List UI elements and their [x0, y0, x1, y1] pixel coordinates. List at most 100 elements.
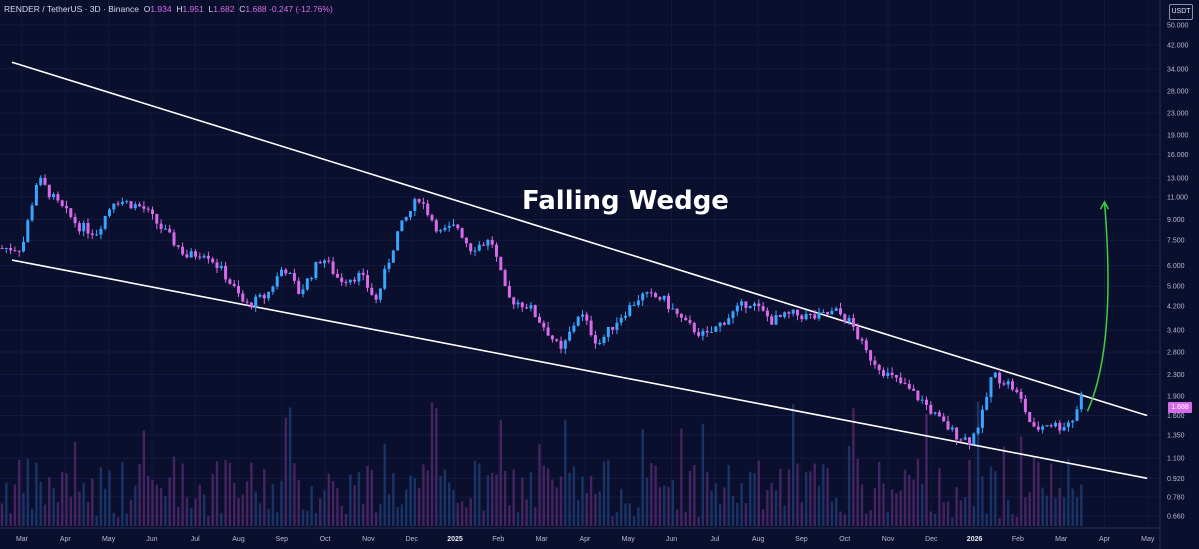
candle-body [47, 184, 51, 198]
symbol-title[interactable]: RENDER / TetherUS · 3D · Binance [4, 4, 139, 14]
y-tick-label: 34.000 [1167, 66, 1189, 73]
symbol-legend[interactable]: RENDER / TetherUS · 3D · Binance O1.934 … [4, 4, 333, 14]
candle-body [99, 228, 103, 235]
volume-bar [43, 504, 47, 526]
candle-body [894, 375, 898, 378]
volume-bar [112, 512, 115, 526]
candle-body [645, 292, 649, 294]
candle-body [245, 301, 249, 303]
volume-bar [895, 493, 898, 526]
y-tick-label: 1.600 [1167, 413, 1185, 420]
volume-bar [873, 488, 877, 526]
candle-body [34, 184, 38, 206]
volume-bar [353, 485, 356, 526]
volume-bar [374, 512, 378, 526]
candle-body [654, 293, 658, 298]
candle-body [331, 261, 335, 274]
projection-arrow-head [1099, 200, 1110, 210]
volume-bar [168, 477, 171, 526]
volume-bar [534, 507, 537, 526]
volume-bar [925, 413, 928, 526]
projection-arrow-line [1086, 202, 1109, 412]
volume-bar [826, 468, 829, 526]
candle-body [39, 177, 43, 185]
candle-body [839, 308, 842, 315]
candle-body [142, 206, 146, 209]
volume-bar [254, 491, 257, 526]
volume-bar [727, 464, 730, 526]
candle-body [787, 312, 791, 314]
volume-bar [147, 475, 150, 526]
volume-bar [1058, 487, 1061, 526]
x-axis[interactable]: Mar Apr May Jun Jul Aug Sep Oct Nov Dec 2025 Feb Mar… [16, 536, 1155, 543]
candle-body [9, 248, 13, 251]
volume-bar [529, 472, 533, 526]
candle-body [490, 239, 494, 245]
x-tick-label: Feb [492, 536, 504, 543]
candle-body [611, 326, 615, 330]
candle-body [26, 220, 30, 242]
x-tick-label: Aug [752, 536, 765, 543]
y-tick-label: 1.900 [1167, 394, 1185, 401]
volume-bar [521, 477, 524, 526]
volume-bar [349, 474, 352, 526]
y-tick-label: 13.000 [1167, 175, 1189, 182]
candle-body [469, 243, 473, 252]
candle-body [211, 258, 215, 263]
y-axis[interactable]: 50.000 42.000 34.000 28.000 23.000 19.000 16.0… [1167, 23, 1189, 521]
volume-bar [839, 511, 842, 526]
x-tick-label: Mar [1055, 536, 1068, 543]
volume-bar [611, 516, 614, 526]
candle-body [327, 260, 331, 262]
candle-body [357, 272, 361, 282]
volume-bar [964, 497, 967, 526]
volume-bar [104, 488, 107, 526]
volume-bar [215, 461, 219, 526]
candle-body [808, 313, 812, 315]
x-tick-label: Jul [191, 536, 200, 543]
currency-unit-button[interactable]: USDT [1169, 4, 1193, 20]
candle-body [301, 289, 305, 295]
volume-bar [323, 490, 326, 526]
volume-bar [865, 513, 868, 526]
volume-bar [804, 471, 808, 526]
candle-body [1032, 422, 1036, 427]
volume-bar [220, 512, 223, 526]
volume-bar [551, 479, 554, 526]
candle-body [1066, 422, 1070, 428]
trendline-upper[interactable] [11, 61, 1148, 417]
x-tick-label: Feb [1012, 536, 1024, 543]
candle-body [1049, 425, 1053, 427]
candle-body [219, 265, 223, 269]
volume-bar [245, 481, 249, 526]
volume-bar [69, 496, 72, 526]
volume-bar [78, 491, 81, 526]
candle-body [297, 280, 301, 295]
candle-body [1045, 425, 1049, 427]
volume-bar [761, 509, 765, 526]
candle-body [288, 273, 292, 275]
trendline-lower[interactable] [11, 259, 1148, 480]
volume-bar [276, 512, 279, 526]
candle-body [903, 383, 907, 385]
candle-body [727, 318, 731, 325]
candle-body [976, 427, 980, 434]
candles [0, 174, 1083, 450]
y-tick-label: 16.000 [1167, 152, 1189, 159]
volume-bar [383, 443, 386, 526]
volume-bar [26, 458, 29, 526]
candle-body [56, 194, 60, 201]
candle-body [662, 295, 666, 300]
candle-body [228, 279, 232, 284]
volume-bar [581, 476, 584, 526]
candle-body [890, 372, 894, 376]
candle-body [460, 228, 464, 238]
candle-body [710, 331, 713, 333]
volume-bar [1054, 498, 1057, 526]
volume-bar [542, 465, 545, 526]
candle-body [701, 331, 705, 336]
volume-bar [744, 503, 748, 526]
candle-body [993, 372, 997, 378]
volume-bar [379, 503, 382, 526]
